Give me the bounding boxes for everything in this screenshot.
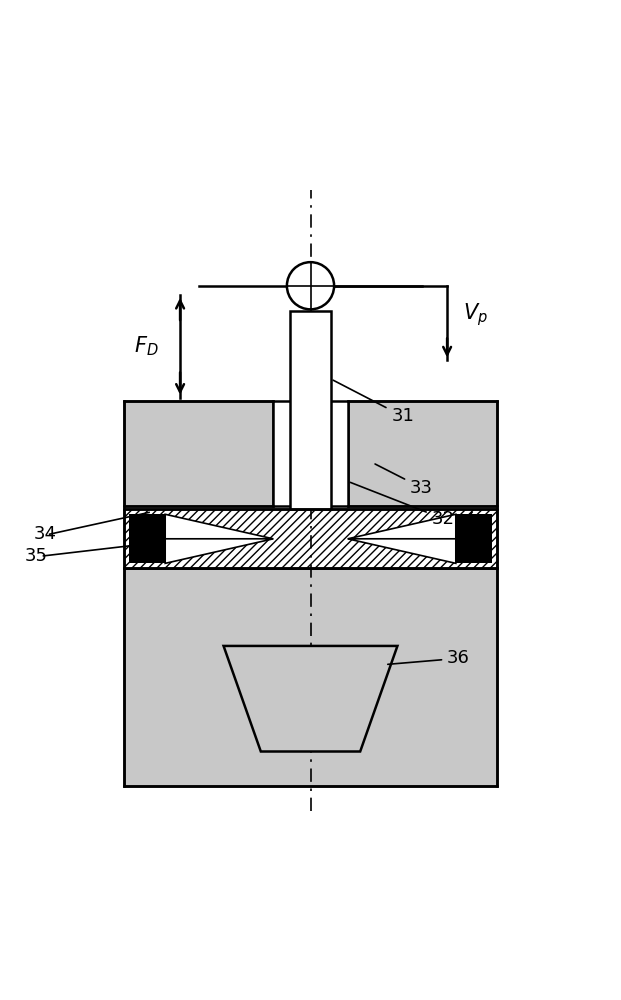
Text: 34: 34: [463, 519, 486, 537]
Polygon shape: [165, 514, 273, 539]
Polygon shape: [348, 539, 456, 563]
Text: 35: 35: [465, 541, 487, 559]
Text: 32: 32: [350, 482, 455, 528]
Bar: [273, 401, 348, 506]
Bar: [456, 514, 492, 563]
Text: 33: 33: [375, 464, 433, 497]
Bar: [129, 514, 165, 563]
Polygon shape: [224, 646, 397, 752]
Bar: [124, 401, 273, 506]
Text: 34: 34: [34, 525, 57, 543]
Text: $F_\mathregular{D}$: $F_\mathregular{D}$: [134, 335, 158, 358]
Bar: [124, 568, 497, 786]
Text: 35: 35: [25, 547, 48, 565]
Bar: [348, 401, 497, 506]
Text: 31: 31: [333, 380, 414, 425]
Bar: [290, 311, 330, 509]
Text: 36: 36: [388, 649, 470, 667]
Circle shape: [287, 262, 334, 309]
Text: $V_\mathregular{p}$: $V_\mathregular{p}$: [463, 301, 487, 328]
Bar: [124, 509, 497, 568]
Polygon shape: [165, 539, 273, 563]
Polygon shape: [348, 514, 456, 539]
